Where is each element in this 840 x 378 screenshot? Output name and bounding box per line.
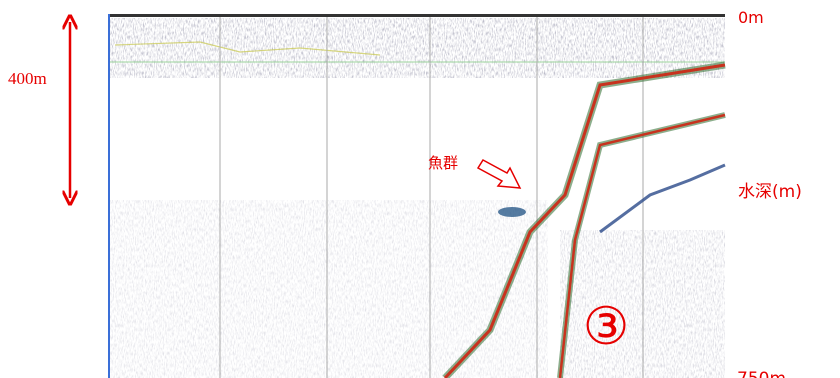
depth-axis-label: 水深(m) — [738, 182, 802, 202]
page: 400m 魚群 0m 水深(m) 750m ③ (() => { const d… — [0, 0, 840, 378]
fish-school-echo — [498, 207, 526, 217]
echogram-figure: 400m 魚群 0m 水深(m) 750m ③ — [0, 0, 840, 378]
top-bar — [108, 14, 725, 17]
top-depth-label: 0m — [738, 8, 764, 27]
fish-school-label: 魚群 — [428, 154, 458, 172]
range-label: 400m — [8, 69, 47, 88]
surface-noise — [108, 18, 725, 78]
marker-label: ③ — [583, 297, 630, 357]
bottom-depth-label: 750m — [737, 369, 786, 378]
scatter-noise — [108, 200, 548, 378]
echogram — [108, 14, 725, 378]
